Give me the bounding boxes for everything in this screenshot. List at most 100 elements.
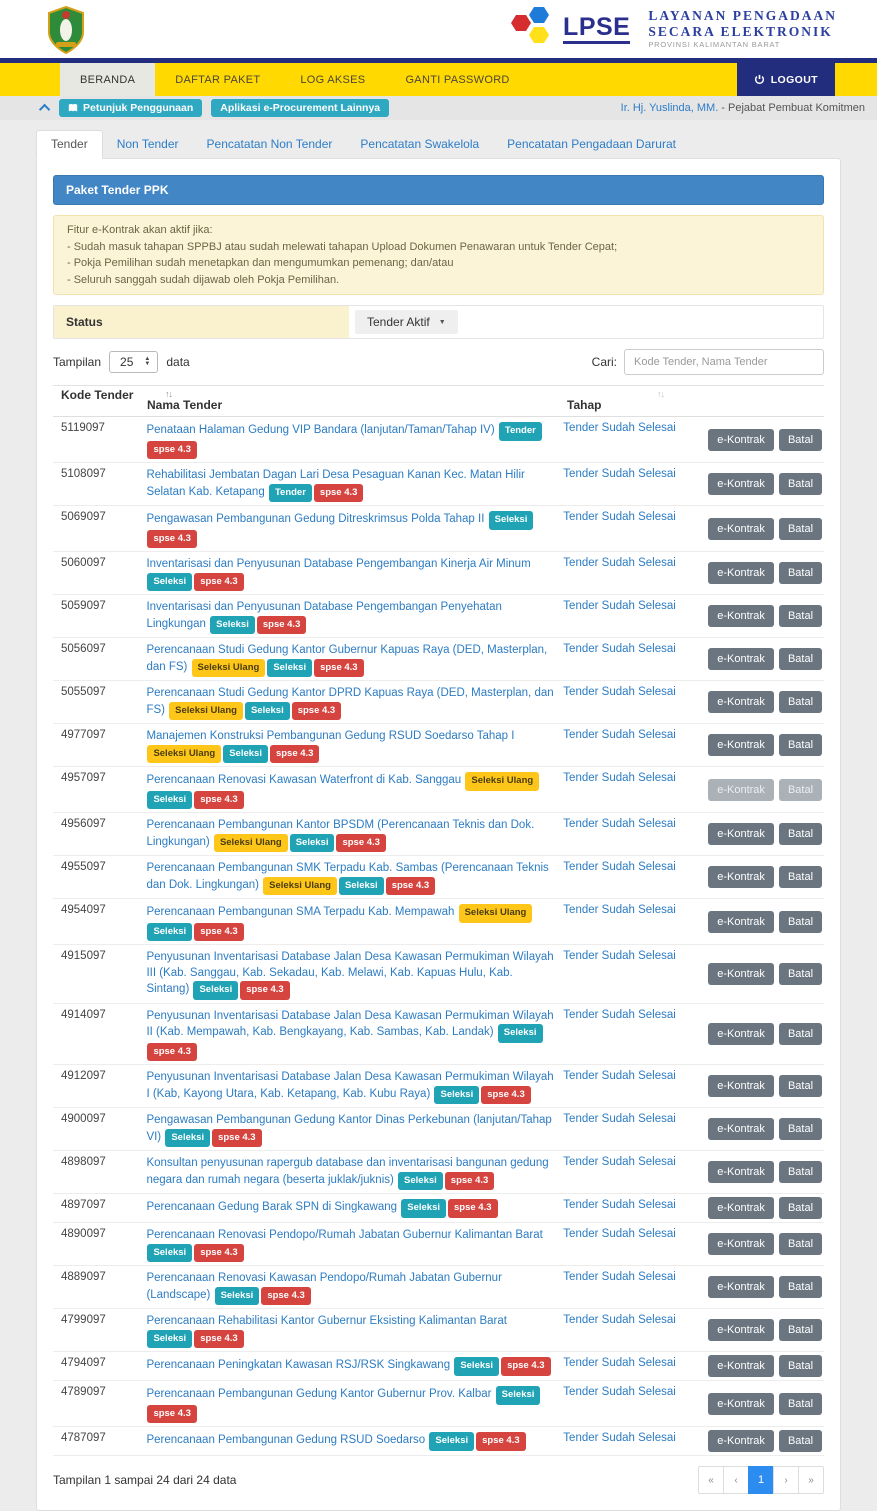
tahap-link[interactable]: Tender Sudah Selesai [563, 950, 676, 962]
batal-button[interactable]: Batal [778, 910, 823, 933]
tahap-link[interactable]: Tender Sudah Selesai [563, 729, 676, 741]
tahap-link[interactable]: Tender Sudah Selesai [563, 904, 676, 916]
logout-button[interactable]: LOGOUT [736, 63, 835, 96]
batal-button[interactable]: Batal [778, 1430, 823, 1452]
nav-item-daftar-paket[interactable]: DAFTAR PAKET [175, 73, 261, 86]
sort-icon[interactable]: ↑↓ [657, 389, 665, 399]
page-button-1[interactable]: 1 [748, 1466, 774, 1494]
batal-button[interactable]: Batal [778, 1355, 823, 1377]
tender-name-link[interactable]: Manajemen Konstruksi Pembangunan Gedung … [146, 730, 515, 742]
e-kontrak-button[interactable]: e-Kontrak [708, 1022, 774, 1045]
tahap-link[interactable]: Tender Sudah Selesai [563, 643, 676, 655]
nav-item-ganti-password[interactable]: GANTI PASSWORD [405, 73, 510, 86]
tahap-link[interactable]: Tender Sudah Selesai [563, 818, 676, 830]
tahap-link[interactable]: Tender Sudah Selesai [563, 600, 676, 612]
tender-name-link[interactable]: Penyusunan Inventarisasi Database Jalan … [146, 951, 554, 995]
tender-name-link[interactable]: Inventarisasi dan Penyusunan Database Pe… [146, 558, 531, 570]
tab-pencatatan-non-tender[interactable]: Pencatatan Non Tender [206, 137, 333, 151]
chevron-up-icon[interactable] [38, 103, 51, 116]
e-kontrak-button[interactable]: e-Kontrak [708, 428, 774, 451]
page-button-[interactable]: ‹ [723, 1466, 749, 1494]
tahap-link[interactable]: Tender Sudah Selesai [563, 1314, 676, 1326]
batal-button[interactable]: Batal [778, 562, 823, 584]
tahap-link[interactable]: Tender Sudah Selesai [563, 511, 676, 523]
help-guide-badge[interactable]: Petunjuk Penggunaan [59, 99, 203, 117]
tender-name-link[interactable]: Perencanaan Pembangunan SMA Terpadu Kab.… [146, 906, 458, 918]
batal-button[interactable]: Batal [778, 691, 823, 713]
eprocurement-apps-badge[interactable]: Aplikasi e-Procurement Lainnya [211, 99, 390, 117]
batal-button[interactable]: Batal [778, 1075, 823, 1097]
tahap-link[interactable]: Tender Sudah Selesai [563, 1271, 676, 1283]
tahap-link[interactable]: Tender Sudah Selesai [563, 1432, 676, 1444]
tahap-link[interactable]: Tender Sudah Selesai [563, 1156, 676, 1168]
tender-name-link[interactable]: Perencanaan Studi Gedung Kantor DPRD Kap… [146, 687, 554, 716]
e-kontrak-button[interactable]: e-Kontrak [708, 866, 774, 888]
batal-button[interactable]: Batal [778, 866, 823, 888]
batal-button[interactable]: Batal [778, 473, 823, 495]
tender-name-link[interactable]: Inventarisasi dan Penyusunan Database Pe… [146, 601, 502, 630]
e-kontrak-button[interactable]: e-Kontrak [708, 1233, 774, 1255]
user-name-link[interactable]: Ir. Hj. Yuslinda, MM. [620, 102, 719, 114]
batal-button[interactable]: Batal [778, 1022, 823, 1045]
sort-icon[interactable]: ↑↓ [165, 389, 173, 399]
tahap-link[interactable]: Tender Sudah Selesai [563, 468, 676, 480]
tab-non-tender[interactable]: Non Tender [116, 137, 179, 151]
e-kontrak-button[interactable]: e-Kontrak [708, 605, 774, 627]
search-input[interactable] [624, 349, 824, 375]
page-button-[interactable]: « [698, 1466, 724, 1494]
e-kontrak-button[interactable]: e-Kontrak [708, 517, 774, 540]
tahap-link[interactable]: Tender Sudah Selesai [563, 1357, 676, 1369]
batal-button[interactable]: Batal [778, 648, 823, 670]
tahap-link[interactable]: Tender Sudah Selesai [563, 1199, 676, 1211]
tab-tender[interactable]: Tender [36, 130, 103, 159]
tender-name-link[interactable]: Penyusunan Inventarisasi Database Jalan … [146, 1071, 554, 1100]
tahap-link[interactable]: Tender Sudah Selesai [563, 422, 676, 434]
e-kontrak-button[interactable]: e-Kontrak [708, 1276, 774, 1298]
page-size-select[interactable]: 25 ▲ ▼ [109, 351, 159, 373]
tahap-link[interactable]: Tender Sudah Selesai [563, 1008, 676, 1021]
header-tahap[interactable]: Tahap [567, 398, 602, 412]
batal-button[interactable]: Batal [778, 517, 823, 540]
tahap-link[interactable]: Tender Sudah Selesai [563, 557, 676, 569]
batal-button[interactable]: Batal [778, 428, 823, 451]
tender-name-link[interactable]: Penataan Halaman Gedung VIP Bandara (lan… [146, 424, 498, 436]
e-kontrak-button[interactable]: e-Kontrak [708, 562, 774, 584]
page-button-[interactable]: › [773, 1466, 799, 1494]
tab-pencatatan-swakelola[interactable]: Pencatatan Swakelola [360, 137, 480, 151]
tender-name-link[interactable]: Perencanaan Pembangunan SMK Terpadu Kab.… [146, 862, 549, 891]
header-nama-tender[interactable]: Nama Tender [147, 398, 223, 412]
tahap-link[interactable]: Tender Sudah Selesai [563, 772, 676, 784]
tender-name-link[interactable]: Perencanaan Pembangunan Kantor BPSDM (Pe… [146, 819, 535, 848]
tender-name-link[interactable]: Perencanaan Rehabilitasi Kantor Gubernur… [146, 1315, 507, 1327]
e-kontrak-button[interactable]: e-Kontrak [708, 648, 774, 670]
e-kontrak-button[interactable]: e-Kontrak [708, 1355, 774, 1377]
tender-name-link[interactable]: Rehabilitasi Jembatan Dagan Lari Desa Pe… [146, 469, 525, 498]
nav-item-beranda[interactable]: BERANDA [60, 63, 156, 96]
e-kontrak-button[interactable]: e-Kontrak [708, 473, 774, 495]
tender-name-link[interactable]: Pengawasan Pembangunan Gedung Kantor Din… [146, 1114, 552, 1143]
e-kontrak-button[interactable]: e-Kontrak [708, 1118, 774, 1140]
batal-button[interactable]: Batal [778, 1276, 823, 1298]
tahap-link[interactable]: Tender Sudah Selesai [563, 1070, 676, 1082]
header-kode-tender[interactable]: Kode Tender [61, 388, 134, 402]
tahap-link[interactable]: Tender Sudah Selesai [563, 1228, 676, 1240]
batal-button[interactable]: Batal [778, 1392, 823, 1415]
tender-name-link[interactable]: Perencanaan Pembangunan Gedung RSUD Soed… [146, 1434, 429, 1446]
e-kontrak-button[interactable]: e-Kontrak [708, 1392, 774, 1415]
e-kontrak-button[interactable]: e-Kontrak [708, 962, 774, 985]
e-kontrak-button[interactable]: e-Kontrak [708, 823, 774, 845]
e-kontrak-button[interactable]: e-Kontrak [708, 1430, 774, 1452]
tahap-link[interactable]: Tender Sudah Selesai [563, 861, 676, 873]
batal-button[interactable]: Batal [778, 962, 823, 985]
tender-name-link[interactable]: Perencanaan Studi Gedung Kantor Gubernur… [146, 644, 548, 673]
tender-name-link[interactable]: Perencanaan Renovasi Kawasan Pendopo/Rum… [146, 1272, 502, 1301]
tender-name-link[interactable]: Konsultan penyusunan rapergub database d… [146, 1157, 549, 1186]
e-kontrak-button[interactable]: e-Kontrak [708, 734, 774, 756]
batal-button[interactable]: Batal [778, 1319, 823, 1341]
tender-name-link[interactable]: Perencanaan Gedung Barak SPN di Singkawa… [146, 1201, 401, 1213]
page-button-[interactable]: » [798, 1466, 824, 1494]
tahap-link[interactable]: Tender Sudah Selesai [563, 1386, 676, 1398]
batal-button[interactable]: Batal [778, 605, 823, 627]
nav-item-log-akses[interactable]: LOG AKSES [300, 73, 366, 86]
e-kontrak-button[interactable]: e-Kontrak [708, 1161, 774, 1183]
